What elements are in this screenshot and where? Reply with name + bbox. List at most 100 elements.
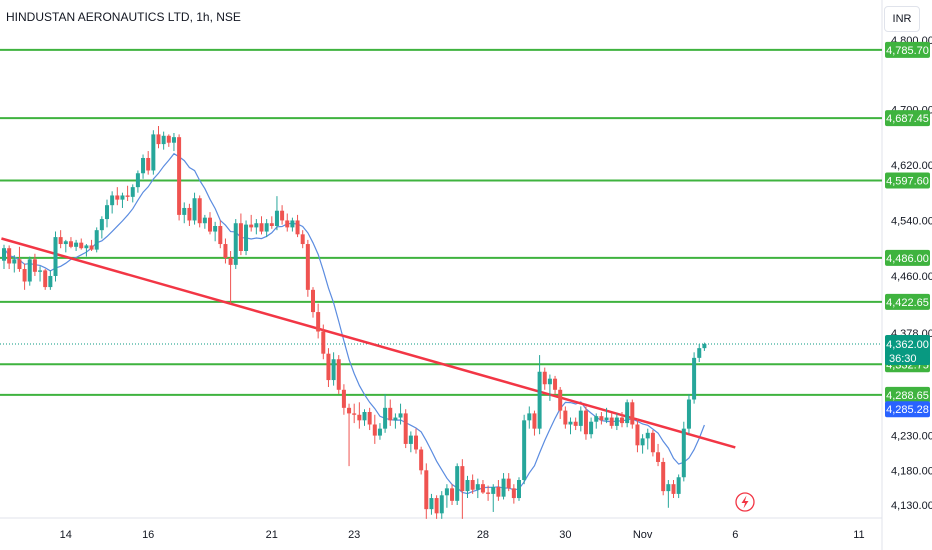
candle-body [2, 248, 6, 261]
candle [2, 244, 6, 270]
candle-body [238, 223, 243, 251]
last-price-tag-bg [885, 334, 930, 365]
moving-average-line [3, 152, 705, 495]
candle-body [434, 498, 439, 514]
candle [671, 480, 676, 499]
candle-body [12, 259, 17, 264]
level-price-tag: 4,785.70 [885, 41, 930, 58]
candle-body [228, 257, 233, 265]
lightning-icon[interactable] [735, 492, 755, 512]
candle-body [166, 135, 171, 143]
candle [171, 133, 176, 152]
level-price-tag: 4,687.45 [885, 110, 930, 127]
y-tick-label: 4,130.00 [891, 500, 932, 512]
candle-body [702, 343, 707, 349]
candle [650, 430, 655, 457]
candle [135, 170, 140, 193]
candle [197, 195, 202, 228]
candle-body [120, 195, 125, 200]
candle-body [249, 224, 254, 228]
candle [269, 216, 274, 229]
candle-body [161, 135, 166, 145]
candle-body [645, 432, 650, 439]
candle-body [439, 495, 444, 514]
trend-line[interactable] [1, 237, 736, 449]
candle [573, 417, 578, 431]
candle [182, 202, 187, 224]
candle [17, 246, 22, 272]
candle [63, 239, 68, 253]
candle [645, 428, 650, 450]
candle-body [609, 417, 614, 426]
candle-body [522, 420, 527, 481]
candle-body [377, 428, 382, 436]
candle [568, 417, 573, 435]
candle [285, 213, 290, 232]
candle-body [192, 198, 197, 221]
candle-body [527, 413, 532, 421]
candle-body [372, 424, 377, 436]
candle [630, 399, 635, 429]
candle-body [635, 424, 640, 446]
candle [274, 196, 279, 231]
y-tick-label: 4,620.00 [891, 160, 932, 172]
candle [22, 263, 27, 290]
candle [110, 191, 115, 214]
ma-price-tag-bg [885, 401, 930, 418]
candle [398, 403, 403, 425]
candle [79, 238, 84, 250]
candle [311, 287, 315, 318]
candle [547, 374, 552, 401]
candle-body [367, 412, 372, 425]
candle [7, 245, 12, 270]
candle-body [105, 205, 109, 220]
candle [12, 255, 17, 273]
candle-body [223, 244, 228, 258]
candle-body [424, 470, 429, 510]
currency-button[interactable]: INR [884, 6, 920, 32]
candle-body [197, 198, 202, 224]
candle [32, 253, 37, 276]
candle [228, 250, 233, 304]
candle-body [290, 220, 295, 228]
candle [434, 495, 439, 519]
candle-body [146, 157, 151, 171]
candle [414, 428, 418, 454]
candle-body [89, 245, 94, 250]
symbol-title: HINDUSTAN AERONAUTICS LTD, 1h, NSE [6, 10, 241, 24]
candle-body [465, 480, 470, 492]
ma-price-tag-label: 4,285.28 [886, 404, 929, 416]
candle-body [589, 421, 594, 435]
candle-body [553, 378, 558, 390]
candle [336, 355, 341, 394]
ma-price-tag: 4,285.28 [885, 401, 930, 418]
candle [558, 387, 563, 419]
candle [583, 406, 588, 440]
candle-body [177, 137, 182, 215]
candle-body [269, 223, 274, 226]
candle [444, 484, 449, 508]
candle-body [7, 248, 12, 264]
candle [326, 348, 331, 388]
candle [259, 216, 264, 235]
x-tick-label: 30 [559, 529, 571, 541]
candle-body [429, 498, 434, 510]
y-tick-label: 4,540.00 [891, 215, 932, 227]
candle [187, 203, 192, 226]
candle [599, 412, 604, 425]
y-tick-label: 4,230.00 [891, 431, 932, 443]
candle-body [506, 478, 511, 489]
candle [470, 474, 475, 494]
x-tick-label: 21 [266, 529, 278, 541]
candle [280, 205, 285, 225]
candle-body [604, 417, 609, 421]
candle [501, 473, 506, 500]
candle [522, 414, 527, 485]
countdown-label: 36:30 [889, 353, 917, 365]
candle-body [341, 389, 346, 408]
candle-body [202, 217, 207, 224]
candle-body [532, 413, 537, 429]
level-price-tag-bg [885, 172, 930, 189]
candle-body [259, 223, 264, 232]
